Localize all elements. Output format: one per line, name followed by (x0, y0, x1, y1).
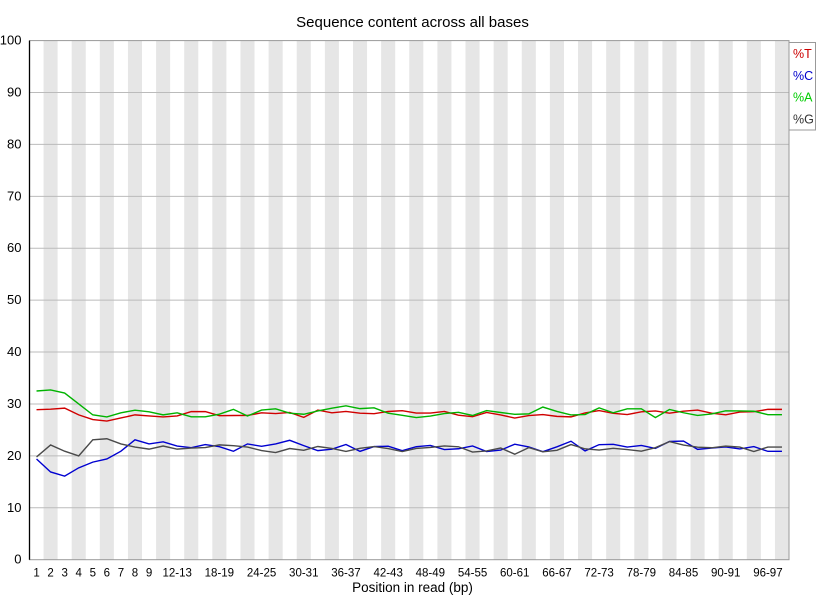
svg-text:7: 7 (118, 568, 124, 580)
svg-text:60-61: 60-61 (500, 568, 529, 580)
svg-text:8: 8 (132, 568, 138, 580)
svg-text:18-19: 18-19 (205, 568, 234, 580)
svg-text:70: 70 (7, 188, 21, 203)
svg-text:36-37: 36-37 (331, 568, 360, 580)
svg-text:90-91: 90-91 (711, 568, 740, 580)
svg-text:2: 2 (47, 568, 53, 580)
svg-text:48-49: 48-49 (416, 568, 445, 580)
svg-text:%G: %G (793, 113, 814, 127)
svg-text:3: 3 (61, 568, 67, 580)
svg-text:78-79: 78-79 (627, 568, 656, 580)
svg-text:42-43: 42-43 (373, 568, 402, 580)
svg-text:60: 60 (7, 240, 21, 255)
svg-text:6: 6 (104, 568, 110, 580)
svg-text:Position in read (bp): Position in read (bp) (352, 580, 473, 595)
svg-text:72-73: 72-73 (584, 568, 613, 580)
svg-text:10: 10 (7, 500, 21, 515)
svg-text:%C: %C (793, 69, 813, 83)
svg-text:50: 50 (7, 292, 21, 307)
svg-text:20: 20 (7, 448, 21, 463)
svg-text:84-85: 84-85 (669, 568, 698, 580)
svg-text:5: 5 (90, 568, 96, 580)
svg-text:Sequence content across all ba: Sequence content across all bases (296, 14, 529, 31)
svg-text:4: 4 (76, 568, 83, 580)
svg-text:54-55: 54-55 (458, 568, 487, 580)
svg-text:66-67: 66-67 (542, 568, 571, 580)
svg-text:30: 30 (7, 396, 21, 411)
svg-text:1: 1 (33, 568, 39, 580)
svg-text:9: 9 (146, 568, 152, 580)
svg-text:96-97: 96-97 (753, 568, 782, 580)
svg-text:100: 100 (0, 33, 22, 48)
svg-text:0: 0 (14, 552, 21, 567)
svg-text:90: 90 (7, 85, 21, 100)
svg-text:12-13: 12-13 (162, 568, 191, 580)
svg-text:80: 80 (7, 136, 21, 151)
svg-text:%T: %T (793, 47, 812, 61)
svg-text:30-31: 30-31 (289, 568, 318, 580)
svg-text:40: 40 (7, 344, 21, 359)
svg-text:24-25: 24-25 (247, 568, 276, 580)
svg-text:%A: %A (793, 91, 813, 105)
